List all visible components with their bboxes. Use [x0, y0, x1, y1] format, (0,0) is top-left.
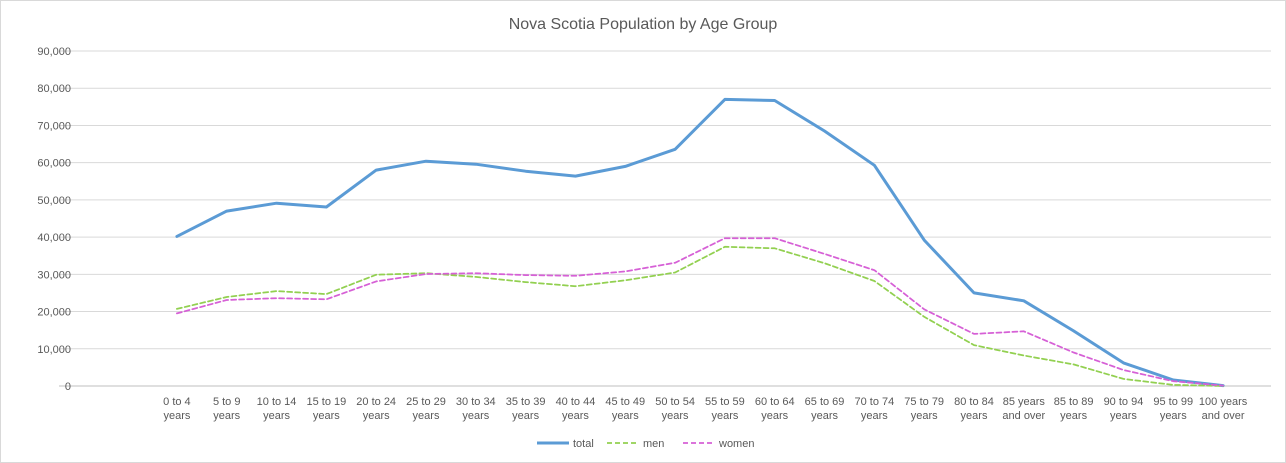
- x-tick-label: 5 to 9 years: [213, 396, 241, 422]
- x-tick-label: 25 to 29 years: [406, 396, 446, 422]
- x-tick-label-line: years: [363, 410, 390, 422]
- chart-title: Nova Scotia Population by Age Group: [509, 16, 778, 33]
- x-tick-label: 45 to 49 years: [605, 396, 645, 422]
- x-tick-label-line: 70 to 74: [854, 396, 894, 408]
- x-tick-label-line: years: [313, 410, 340, 422]
- x-tick-label-line: years: [612, 410, 639, 422]
- y-tick-label: 40,000: [37, 232, 71, 244]
- x-tick-label-line: years: [811, 410, 838, 422]
- x-tick-label-line: 15 to 19: [306, 396, 346, 408]
- x-tick-label-line: 95 to 99: [1153, 396, 1193, 408]
- x-tick-label-line: 65 to 69: [805, 396, 845, 408]
- x-tick-label: 15 to 19 years: [306, 396, 346, 422]
- x-tick-label: 65 to 69 years: [805, 396, 845, 422]
- x-tick-label-line: and over: [1202, 410, 1245, 422]
- x-tick-label-line: 60 to 64: [755, 396, 795, 408]
- x-tick-label-line: 0 to 4: [163, 396, 191, 408]
- y-tick-label: 30,000: [37, 269, 71, 281]
- y-tick-label: 60,000: [37, 158, 71, 170]
- x-tick-label: 40 to 44 years: [556, 396, 596, 422]
- x-tick-label: 35 to 39 years: [506, 396, 546, 422]
- x-tick-label: 50 to 54 years: [655, 396, 695, 422]
- x-tick-label-line: 25 to 29: [406, 396, 446, 408]
- x-tick-label-line: 100 years: [1199, 396, 1248, 408]
- x-tick-label-line: 55 to 59: [705, 396, 745, 408]
- x-tick-label-line: 35 to 39: [506, 396, 546, 408]
- x-tick-label: 60 to 64 years: [755, 396, 795, 422]
- x-tick-label-line: 20 to 24: [356, 396, 396, 408]
- x-tick-label: 70 to 74 years: [854, 396, 894, 422]
- x-tick-label-line: 85 to 89: [1054, 396, 1094, 408]
- gridlines: [59, 50, 1271, 387]
- x-tick-label: 80 to 84 years: [954, 396, 994, 422]
- y-tick-label: 20,000: [37, 307, 71, 319]
- y-tick-label: 0: [65, 381, 71, 393]
- x-tick-label: 85 to 89 years: [1054, 396, 1094, 422]
- x-tick-label-line: years: [711, 410, 738, 422]
- x-tick-label-line: years: [761, 410, 788, 422]
- series-line-men: [176, 245, 1224, 387]
- legend-label-women: women: [718, 438, 754, 450]
- x-tick-label-line: years: [1160, 410, 1187, 422]
- series-lines: [175, 97, 1225, 388]
- x-tick-label: 75 to 79 years: [904, 396, 944, 422]
- x-tick-label: 95 to 99 years: [1153, 396, 1193, 422]
- x-tick-label-line: years: [1110, 410, 1137, 422]
- x-tick-label-line: 50 to 54: [655, 396, 695, 408]
- legend: total men women: [537, 438, 754, 450]
- y-tick-label: 80,000: [37, 83, 71, 95]
- x-tick-label-line: 85 years: [1003, 396, 1046, 408]
- x-tick-label-line: years: [911, 410, 938, 422]
- x-tick-label-line: years: [961, 410, 988, 422]
- x-tick-label-line: years: [213, 410, 240, 422]
- y-tick-label: 70,000: [37, 120, 71, 132]
- x-tick-label-line: years: [662, 410, 689, 422]
- x-tick-label-line: years: [413, 410, 440, 422]
- x-tick-label-line: 30 to 34: [456, 396, 496, 408]
- x-tick-label-line: years: [512, 410, 539, 422]
- series-line-women: [176, 237, 1224, 387]
- x-tick-label-line: years: [861, 410, 888, 422]
- x-tick-label-line: 5 to 9: [213, 396, 241, 408]
- x-tick-label: 100 years and over: [1199, 396, 1248, 422]
- x-tick-label: 55 to 59 years: [705, 396, 745, 422]
- x-tick-label-line: years: [1060, 410, 1087, 422]
- x-tick-label: 0 to 4 years: [163, 396, 191, 422]
- x-tick-label-line: years: [562, 410, 589, 422]
- series-line-total: [175, 97, 1225, 388]
- x-tick-label-line: 75 to 79: [904, 396, 944, 408]
- x-tick-label-line: and over: [1002, 410, 1045, 422]
- x-tick-label: 85 years and over: [1002, 396, 1045, 422]
- x-tick-label-line: years: [462, 410, 489, 422]
- x-tick-label-line: 90 to 94: [1104, 396, 1144, 408]
- x-tick-label-line: years: [263, 410, 290, 422]
- x-tick-label: 10 to 14 years: [257, 396, 297, 422]
- y-tick-label: 50,000: [37, 195, 71, 207]
- x-tick-label: 30 to 34 years: [456, 396, 496, 422]
- y-axis-ticks: 0 10,000 20,000 30,000 40,000 50,000 60,000 70,…: [37, 46, 71, 393]
- y-tick-label: 10,000: [37, 344, 71, 356]
- x-tick-label-line: 10 to 14: [257, 396, 297, 408]
- legend-label-total: total: [573, 438, 594, 450]
- legend-label-men: men: [643, 438, 664, 450]
- x-tick-label-line: 80 to 84: [954, 396, 994, 408]
- x-tick-label: 20 to 24 years: [356, 396, 396, 422]
- x-tick-label-line: 45 to 49: [605, 396, 645, 408]
- x-tick-label: 90 to 94 years: [1104, 396, 1144, 422]
- y-tick-label: 90,000: [37, 46, 71, 58]
- x-tick-label-line: years: [163, 410, 190, 422]
- x-tick-label-line: 40 to 44: [556, 396, 596, 408]
